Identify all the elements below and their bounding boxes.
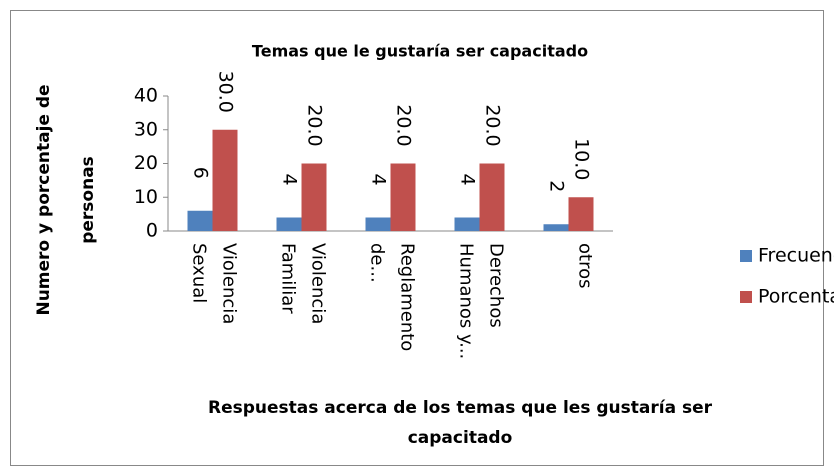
x-tick-label: Reglamentode...: [367, 243, 418, 351]
bar: [365, 217, 391, 231]
x-axis-title: capacitado: [408, 428, 513, 448]
x-tick-label: otros: [575, 243, 596, 288]
bar: [212, 129, 238, 231]
bar: [187, 210, 213, 231]
bar: [568, 197, 594, 231]
data-label: 10.0: [571, 138, 593, 180]
data-label: 4: [279, 173, 301, 185]
y-tick-label: 30: [134, 118, 158, 140]
y-axis-title: Numero y porcentaje de: [34, 84, 54, 315]
x-tick-label: ViolenciaSexual: [189, 243, 240, 324]
y-tick-label: 20: [134, 152, 158, 174]
bar: [454, 217, 480, 231]
chart-title: Temas que le gustaría ser capacitado: [252, 42, 588, 61]
legend-label: Porcentaje %: [758, 286, 834, 308]
x-axis-title: Respuestas acerca de los temas que les g…: [208, 398, 713, 418]
bar: [479, 163, 505, 231]
legend-label: Frecuencia: [758, 245, 834, 267]
data-label: 20.0: [393, 104, 415, 146]
x-tick-label: ViolenciaFamiliar: [278, 243, 329, 324]
y-tick-label: 40: [134, 85, 158, 107]
bar: [543, 224, 569, 231]
data-label: 20.0: [304, 104, 326, 146]
legend-swatch: [740, 291, 752, 303]
x-tick-label: DerechosHumanos y...: [456, 243, 507, 359]
bar: [276, 217, 302, 231]
data-label: 4: [457, 173, 479, 185]
y-tick-label: 10: [134, 186, 158, 208]
data-label: 2: [546, 180, 568, 192]
bar: [390, 163, 416, 231]
data-label: 20.0: [482, 104, 504, 146]
bar: [301, 163, 327, 231]
data-label: 30.0: [215, 71, 237, 113]
chart-border: [10, 10, 824, 466]
legend-swatch: [740, 250, 752, 262]
y-tick-label: 0: [146, 220, 158, 242]
data-label: 6: [190, 167, 212, 179]
data-label: 4: [368, 173, 390, 185]
y-axis-title: personas: [78, 156, 98, 244]
